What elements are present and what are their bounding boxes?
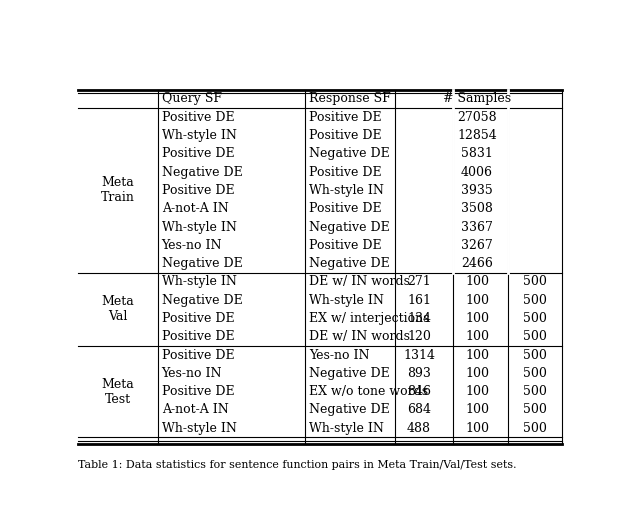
Text: 100: 100 <box>465 276 489 288</box>
Text: Meta
Test: Meta Test <box>102 378 135 406</box>
Text: A-not-A IN: A-not-A IN <box>162 202 228 215</box>
Text: 100: 100 <box>465 331 489 343</box>
Text: 500: 500 <box>523 367 547 380</box>
Text: 3267: 3267 <box>461 239 493 252</box>
Text: 500: 500 <box>523 422 547 435</box>
Text: 12854: 12854 <box>457 129 497 142</box>
Text: 500: 500 <box>523 276 547 288</box>
Text: 3367: 3367 <box>461 221 493 233</box>
Text: Wh-style IN: Wh-style IN <box>162 276 236 288</box>
Text: 134: 134 <box>407 312 431 325</box>
Text: Negative DE: Negative DE <box>309 147 390 161</box>
Text: DE w/ IN words: DE w/ IN words <box>309 331 410 343</box>
Text: 100: 100 <box>465 294 489 307</box>
Text: 100: 100 <box>465 422 489 435</box>
Text: Wh-style IN: Wh-style IN <box>309 294 384 307</box>
Text: Yes-no IN: Yes-no IN <box>309 348 369 362</box>
Text: Query SF: Query SF <box>162 92 222 106</box>
Text: Yes-no IN: Yes-no IN <box>162 367 222 380</box>
Text: 500: 500 <box>523 331 547 343</box>
Text: Meta
Val: Meta Val <box>102 295 135 323</box>
Text: Negative DE: Negative DE <box>309 221 390 233</box>
Text: Negative DE: Negative DE <box>309 403 390 417</box>
Text: Negative DE: Negative DE <box>162 257 242 270</box>
Text: 2466: 2466 <box>461 257 493 270</box>
Text: Wh-style IN: Wh-style IN <box>162 422 236 435</box>
Text: 5831: 5831 <box>461 147 493 161</box>
Text: 1314: 1314 <box>403 348 435 362</box>
Text: Negative DE: Negative DE <box>309 367 390 380</box>
Text: A-not-A IN: A-not-A IN <box>162 403 228 417</box>
Text: 893: 893 <box>407 367 431 380</box>
Text: 3935: 3935 <box>461 184 493 197</box>
Text: 500: 500 <box>523 348 547 362</box>
Text: Positive DE: Positive DE <box>162 331 234 343</box>
Text: 500: 500 <box>523 294 547 307</box>
Text: 100: 100 <box>465 403 489 417</box>
Text: Positive DE: Positive DE <box>162 385 234 398</box>
Text: Wh-style IN: Wh-style IN <box>309 184 384 197</box>
Text: Negative DE: Negative DE <box>309 257 390 270</box>
Text: Negative DE: Negative DE <box>162 166 242 178</box>
Text: Positive DE: Positive DE <box>162 184 234 197</box>
Text: 100: 100 <box>465 385 489 398</box>
Text: 161: 161 <box>407 294 431 307</box>
Text: Positive DE: Positive DE <box>309 202 382 215</box>
Text: 100: 100 <box>465 312 489 325</box>
Text: 3508: 3508 <box>461 202 493 215</box>
Text: Yes-no IN: Yes-no IN <box>162 239 222 252</box>
Text: Table 1: Data statistics for sentence function pairs in Meta Train/Val/Test sets: Table 1: Data statistics for sentence fu… <box>78 460 517 470</box>
Text: DE w/ IN words: DE w/ IN words <box>309 276 410 288</box>
Text: 500: 500 <box>523 385 547 398</box>
Text: EX w/o tone words: EX w/o tone words <box>309 385 428 398</box>
Text: 120: 120 <box>407 331 431 343</box>
Text: 100: 100 <box>465 348 489 362</box>
Text: 271: 271 <box>407 276 431 288</box>
Text: Wh-style IN: Wh-style IN <box>162 221 236 233</box>
Text: EX w/ interjections: EX w/ interjections <box>309 312 430 325</box>
Text: Positive DE: Positive DE <box>162 348 234 362</box>
Text: 500: 500 <box>523 312 547 325</box>
Text: # Samples: # Samples <box>443 92 511 106</box>
Text: Positive DE: Positive DE <box>309 111 382 124</box>
Text: Positive DE: Positive DE <box>162 111 234 124</box>
Text: Positive DE: Positive DE <box>309 166 382 178</box>
Text: Positive DE: Positive DE <box>162 147 234 161</box>
Text: Positive DE: Positive DE <box>162 312 234 325</box>
Text: 500: 500 <box>523 403 547 417</box>
Text: 100: 100 <box>465 367 489 380</box>
Text: Response SF: Response SF <box>309 92 391 106</box>
Text: Wh-style IN: Wh-style IN <box>162 129 236 142</box>
Text: 488: 488 <box>407 422 431 435</box>
Text: 846: 846 <box>407 385 431 398</box>
Text: Negative DE: Negative DE <box>162 294 242 307</box>
Text: Positive DE: Positive DE <box>309 129 382 142</box>
Text: Wh-style IN: Wh-style IN <box>309 422 384 435</box>
Text: Meta
Train: Meta Train <box>101 176 135 204</box>
Text: Positive DE: Positive DE <box>309 239 382 252</box>
Text: 27058: 27058 <box>457 111 497 124</box>
Text: 4006: 4006 <box>461 166 493 178</box>
Text: 684: 684 <box>407 403 431 417</box>
